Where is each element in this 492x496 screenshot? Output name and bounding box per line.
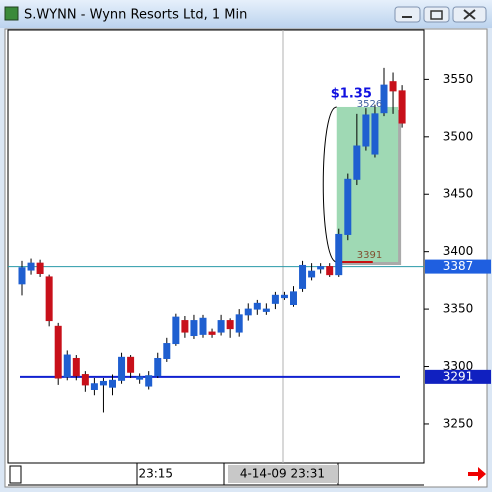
candle-body: [208, 331, 216, 335]
candle-body: [136, 376, 144, 380]
window-buttons[interactable]: [394, 6, 487, 23]
candle-body: [271, 294, 279, 304]
candle-body: [127, 356, 135, 373]
cursor-date-box: [228, 465, 338, 483]
candle-body: [99, 380, 107, 386]
candle-body: [389, 81, 397, 92]
candle-body: [172, 316, 180, 345]
y-tick-label: 3550: [443, 72, 474, 86]
candle-body: [371, 113, 379, 155]
candle-body: [18, 267, 26, 285]
window-title: S.WYNN - Wynn Resorts Ltd, 1 Min: [24, 8, 247, 23]
x-tick-label: 23:15: [138, 467, 173, 481]
candle-body: [280, 294, 288, 299]
candle-body: [45, 276, 53, 322]
candle-body: [36, 262, 44, 274]
candle-body: [81, 374, 89, 386]
candle-body: [380, 84, 388, 114]
candle-body: [226, 320, 234, 330]
candle-body: [118, 356, 126, 381]
app-icon: [4, 6, 19, 21]
y-tick-label: 3500: [443, 129, 474, 143]
candle-body: [299, 264, 307, 289]
price-label: 3291: [443, 369, 474, 383]
candle-body: [290, 291, 297, 306]
y-tick-label: 3400: [443, 244, 474, 258]
candle-body: [398, 90, 406, 124]
x-tick-label: 4-14-09 23:31: [240, 467, 325, 481]
y-tick-label: 3300: [443, 359, 474, 373]
exit-label: 3526: [357, 99, 382, 110]
candle-body: [344, 178, 352, 235]
price-label: 3387: [443, 259, 474, 273]
candle-body: [362, 114, 370, 147]
y-tick-label: 3450: [443, 187, 474, 201]
trade-arc: [322, 106, 337, 263]
candle-body: [217, 320, 225, 333]
minimize-button[interactable]: [394, 6, 421, 23]
candle-body: [190, 320, 198, 337]
candle-body: [90, 383, 98, 390]
gain-label: $1.35: [331, 86, 372, 101]
candle-body: [27, 262, 35, 271]
candle-body: [235, 314, 243, 333]
candle-body: [63, 354, 71, 378]
candle-body: [317, 266, 325, 270]
candle-body: [109, 379, 116, 388]
candle-body: [181, 320, 189, 333]
candle-body: [54, 325, 62, 379]
scroll-arrow[interactable]: [468, 467, 486, 481]
scroll-box[interactable]: [9, 465, 22, 484]
candle-body: [335, 233, 343, 276]
y-tick-label: 3250: [443, 416, 474, 430]
candle-body: [262, 308, 270, 312]
candle-body: [163, 343, 171, 359]
candle-body: [72, 357, 80, 377]
price-label-box: [425, 369, 491, 384]
candle-body: [253, 302, 261, 310]
candle-body: [244, 308, 252, 316]
entry-label: 3391: [357, 250, 382, 261]
candle-body: [145, 375, 153, 387]
candle-body: [199, 317, 207, 335]
candle-body: [308, 270, 316, 278]
candle-body: [154, 357, 162, 377]
candle-body: [326, 266, 334, 276]
price-label-box: [425, 259, 491, 274]
candle-body: [353, 145, 361, 180]
y-tick-label: 3350: [443, 302, 474, 316]
